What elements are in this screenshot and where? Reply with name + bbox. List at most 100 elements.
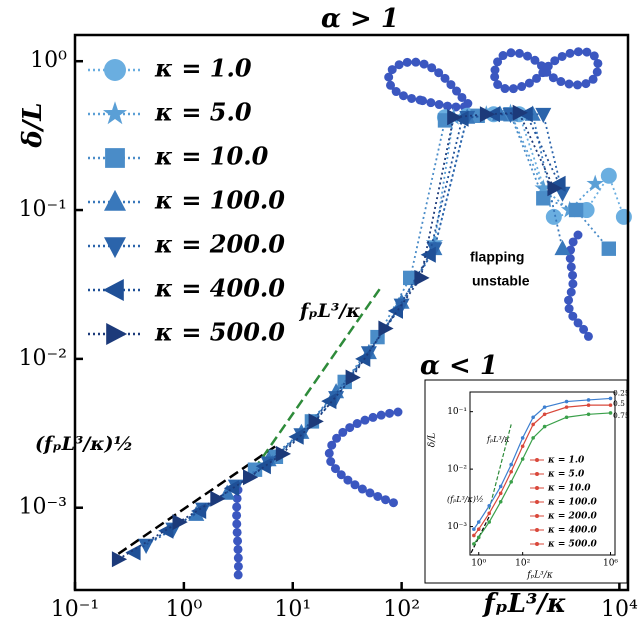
marker bbox=[547, 180, 563, 197]
marker bbox=[554, 239, 571, 256]
x-tick-label: 10⁶ bbox=[603, 559, 618, 569]
marker bbox=[479, 106, 496, 123]
annotation: flapping bbox=[470, 249, 524, 265]
legend-label: κ = 1.0 bbox=[547, 456, 585, 466]
marker bbox=[487, 520, 492, 524]
fit-line bbox=[252, 285, 384, 471]
legend-label: κ = 10.0 bbox=[154, 142, 269, 171]
legend-label: κ = 10.0 bbox=[547, 484, 591, 494]
marker bbox=[255, 458, 271, 475]
marker bbox=[554, 186, 571, 202]
marker bbox=[536, 191, 551, 206]
marker bbox=[420, 246, 436, 263]
marker bbox=[509, 469, 513, 474]
marker bbox=[535, 486, 539, 490]
fit-line bbox=[488, 424, 512, 510]
inset-chart: fₚL³/κ δ/L (fₚL³/κ)½ fₚL³/κ 10⁰ 10² 10⁶ 10⁻… bbox=[424, 379, 630, 584]
annotation: fₚL³/κ bbox=[298, 300, 361, 322]
marker bbox=[564, 399, 569, 404]
marker bbox=[472, 533, 476, 538]
annotation: (fₚL³/κ)½ bbox=[447, 495, 484, 504]
marker bbox=[601, 241, 616, 256]
filament-s-shape bbox=[563, 230, 595, 345]
x-tick-label: 10⁻¹ bbox=[51, 597, 99, 622]
marker bbox=[535, 542, 539, 546]
y-tick-label: 10⁰ bbox=[30, 48, 67, 73]
x-axis-label: fₚL³/κ bbox=[482, 589, 567, 619]
filament-figure-eight bbox=[490, 47, 603, 94]
marker bbox=[509, 480, 513, 484]
marker bbox=[535, 514, 539, 518]
marker bbox=[104, 59, 126, 81]
marker bbox=[608, 403, 613, 407]
marker bbox=[472, 527, 476, 531]
plot-frame bbox=[469, 391, 616, 556]
marker bbox=[535, 458, 539, 462]
legend-label: κ = 200.0 bbox=[154, 230, 285, 259]
marker bbox=[472, 542, 476, 546]
y-tick-label: 10⁻² bbox=[19, 346, 67, 371]
marker bbox=[243, 469, 259, 486]
marker bbox=[542, 424, 547, 429]
chart-title: α > 1 bbox=[321, 4, 399, 34]
marker bbox=[568, 202, 584, 218]
marker bbox=[517, 106, 533, 123]
marker bbox=[378, 320, 394, 337]
y-tick-label: 10⁻³ bbox=[447, 522, 467, 532]
marker bbox=[498, 491, 503, 496]
legend-label: κ = 400.0 bbox=[154, 274, 285, 303]
annotation: (fₚL³/κ)½ bbox=[35, 433, 133, 455]
marker bbox=[520, 457, 525, 461]
marker bbox=[550, 175, 566, 192]
marker bbox=[498, 484, 503, 489]
marker bbox=[104, 189, 126, 211]
x-axis-label: fₚL³/κ bbox=[526, 571, 553, 581]
legend-label: κ = 100.0 bbox=[547, 498, 597, 508]
y-tick-label: 10⁻¹ bbox=[447, 407, 467, 417]
x-tick-label: 10⁰ bbox=[471, 559, 486, 569]
legend-label: κ = 5.0 bbox=[154, 98, 252, 127]
series-end-label: 0.75 bbox=[613, 411, 630, 420]
marker bbox=[102, 279, 124, 301]
marker bbox=[535, 500, 539, 504]
marker bbox=[223, 480, 239, 497]
annotation: unstable bbox=[472, 273, 530, 289]
x-tick-label: 10² bbox=[515, 559, 530, 569]
marker bbox=[534, 179, 552, 196]
marker bbox=[487, 511, 492, 516]
marker bbox=[545, 208, 562, 225]
marker bbox=[172, 514, 188, 531]
legend-label: κ = 100.0 bbox=[154, 186, 285, 215]
y-tick-label: 10⁻¹ bbox=[19, 197, 67, 222]
marker bbox=[476, 535, 481, 540]
marker bbox=[531, 415, 535, 420]
marker bbox=[476, 520, 481, 524]
marker bbox=[191, 503, 207, 519]
marker bbox=[542, 412, 547, 417]
marker bbox=[308, 413, 324, 430]
marker bbox=[512, 104, 528, 121]
legend-label: κ = 400.0 bbox=[547, 526, 597, 536]
marker bbox=[520, 436, 525, 440]
marker bbox=[104, 237, 126, 259]
marker bbox=[487, 503, 492, 508]
marker bbox=[586, 403, 591, 407]
marker bbox=[535, 528, 539, 532]
marker bbox=[453, 110, 469, 127]
marker bbox=[586, 398, 591, 402]
marker bbox=[447, 109, 463, 126]
marker bbox=[564, 405, 569, 409]
legend-label: κ = 200.0 bbox=[547, 512, 597, 522]
marker bbox=[586, 174, 604, 192]
filament-loop bbox=[384, 57, 481, 112]
x-tick-label: 10⁰ bbox=[165, 597, 202, 622]
marker bbox=[509, 462, 513, 467]
marker bbox=[275, 445, 291, 462]
legend-label: κ = 500.0 bbox=[154, 318, 285, 347]
filament-rod bbox=[232, 485, 243, 583]
legend-label: κ = 5.0 bbox=[547, 470, 585, 480]
marker bbox=[520, 444, 525, 449]
plot-frame bbox=[73, 33, 630, 592]
marker bbox=[586, 412, 591, 417]
